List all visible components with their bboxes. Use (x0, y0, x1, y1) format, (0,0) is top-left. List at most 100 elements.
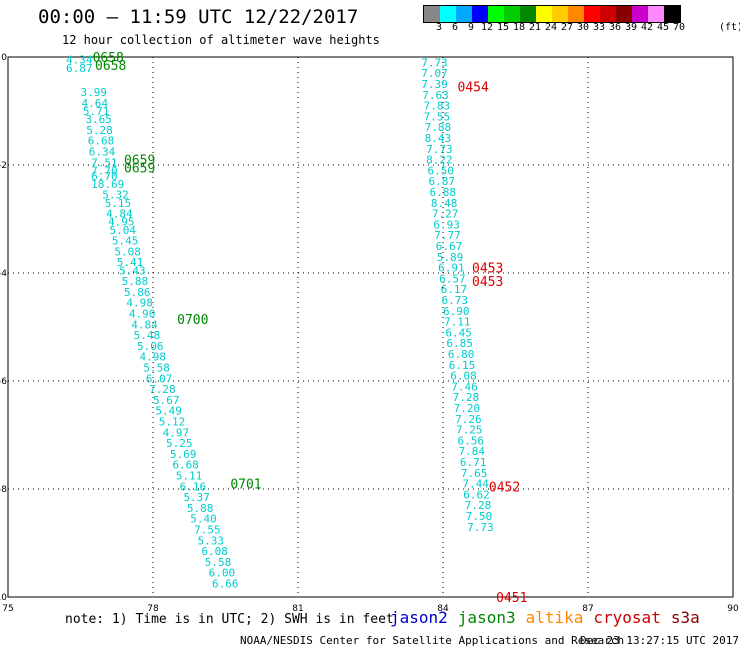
pass-time-label: 0453 (472, 262, 503, 277)
swh-value-label: 6.67 (436, 240, 463, 253)
swh-value-label: 3.99 (81, 86, 108, 99)
swh-value-label: 7.55 (194, 524, 221, 537)
swh-value-label: 7.28 (465, 499, 492, 512)
legend-item-altika: altika (525, 608, 584, 627)
y-tick-label: -6 (0, 377, 7, 387)
swh-value-label: 3.65 (85, 113, 112, 126)
swh-value-label: 5.71 (83, 105, 110, 118)
swh-value-label: 18.69 (91, 178, 124, 191)
colorbar-label: 30 (576, 22, 590, 33)
swh-value-label: 6.87 (66, 62, 93, 75)
colorbar-swatch (520, 6, 536, 22)
colorbar (423, 5, 681, 23)
swh-value-label: 5.08 (114, 245, 141, 258)
swh-value-label: 5.25 (166, 437, 193, 450)
colorbar-swatch (664, 6, 680, 22)
colorbar-label: 24 (544, 22, 558, 33)
swh-value-label: 6.71 (460, 456, 487, 469)
swh-value-label: 5.58 (143, 362, 170, 375)
swh-value-label: 7.73 (467, 521, 494, 534)
swh-value-label: 8.43 (425, 132, 452, 145)
swh-value-label: 5.12 (159, 416, 186, 429)
y-tick-label: -4 (0, 269, 7, 279)
chart-subtitle: 12 hour collection of altimeter wave hei… (62, 33, 380, 47)
swh-value-label: 5.06 (137, 340, 164, 353)
swh-value-label: 7.39 (421, 78, 448, 91)
colorbar-label: 39 (624, 22, 638, 33)
swh-value-label: 6.73 (442, 294, 469, 307)
colorbar-label: 12 (480, 22, 494, 33)
swh-value-label: 7.07 (421, 67, 448, 80)
swh-value-label: 7.25 (456, 424, 483, 437)
swh-value-label: 6.07 (146, 372, 173, 385)
y-tick-label: 0 (1, 53, 7, 63)
swh-value-label: 4.98 (126, 297, 152, 310)
swh-value-label: 6.08 (201, 545, 228, 558)
swh-value-label: 7.44 (462, 478, 489, 491)
swh-value-label: 6.93 (433, 218, 460, 231)
colorbar-label: 3 (435, 22, 443, 33)
swh-value-label: 5.32 (102, 189, 129, 202)
swh-value-label: 5.69 (170, 448, 197, 461)
swh-value-label: 6.50 (428, 164, 455, 177)
swh-value-label: 7.55 (424, 110, 451, 123)
swh-value-label: 4.64 (81, 97, 108, 110)
plot-frame (7, 56, 734, 598)
swh-value-label: 6.90 (443, 305, 470, 318)
swh-value-label: 5.88 (122, 275, 149, 288)
pass-time-label: 0452 (489, 480, 520, 495)
colorbar-label: 18 (512, 22, 526, 33)
swh-value-label: 5.11 (176, 470, 203, 483)
colorbar-swatch (648, 6, 664, 22)
colorbar-label: 70 (672, 22, 686, 33)
colorbar-swatch (472, 6, 488, 22)
x-tick-label: 75 (2, 604, 13, 614)
swh-value-label: 6.08 (450, 370, 477, 383)
x-tick-label: 87 (582, 604, 593, 614)
swh-value-label: 4.90 (129, 308, 156, 321)
swh-value-label: 4.84 (131, 318, 158, 331)
swh-value-label: 8.22 (426, 154, 453, 167)
footer-organization: NOAA/NESDIS Center for Satellite Applica… (240, 634, 625, 647)
swh-value-label: 6.45 (445, 326, 472, 339)
swh-value-label: 7.27 (432, 208, 459, 221)
colorbar-swatch (536, 6, 552, 22)
colorbar-label: 6 (451, 22, 459, 33)
swh-value-label: 6.68 (172, 459, 199, 472)
swh-value-label: 5.28 (86, 124, 113, 137)
swh-value-label: 5.15 (105, 197, 131, 210)
swh-value-label: 7.50 (466, 510, 493, 523)
swh-value-label: 5.40 (190, 513, 217, 526)
swh-value-label: 7.63 (422, 89, 449, 102)
colorbar-unit: (ft) (719, 22, 740, 33)
colorbar-label: 21 (528, 22, 542, 33)
pass-time-label: 0453 (472, 275, 503, 290)
swh-value-label: 6.87 (429, 175, 456, 188)
swh-value-label: 6.66 (212, 578, 239, 591)
swh-value-label: 5.89 (437, 251, 464, 264)
colorbar-swatch (456, 6, 472, 22)
colorbar-label: 33 (592, 22, 606, 33)
swh-value-label: 7.28 (149, 383, 176, 396)
colorbar-label: 27 (560, 22, 574, 33)
swh-value-label: 6.68 (88, 135, 115, 148)
colorbar-swatch (568, 6, 584, 22)
swh-value-label: 6.16 (180, 480, 207, 493)
colorbar-swatch (440, 6, 456, 22)
swh-value-label: 5.49 (155, 405, 182, 418)
swh-value-label: 4.34 (66, 54, 93, 67)
swh-value-label: 7.46 (451, 380, 478, 393)
swh-value-label: 7.20 (454, 402, 481, 415)
colorbar-swatch (424, 6, 440, 22)
x-tick-label: 81 (292, 604, 303, 614)
swh-value-label: 6.80 (448, 348, 475, 361)
swh-value-label: 5.67 (153, 394, 180, 407)
swh-value-label: 6.70 (91, 170, 118, 183)
legend-item-cryosat: cryosat (593, 608, 661, 627)
swh-value-label: 5.45 (112, 235, 138, 248)
pass-time-label: 0658 (93, 51, 124, 66)
pass-time-label: 0658 (95, 59, 126, 74)
swh-value-label: 5.37 (183, 491, 210, 504)
swh-value-label: 7.11 (444, 316, 471, 329)
swh-value-label: 7.88 (425, 121, 452, 134)
